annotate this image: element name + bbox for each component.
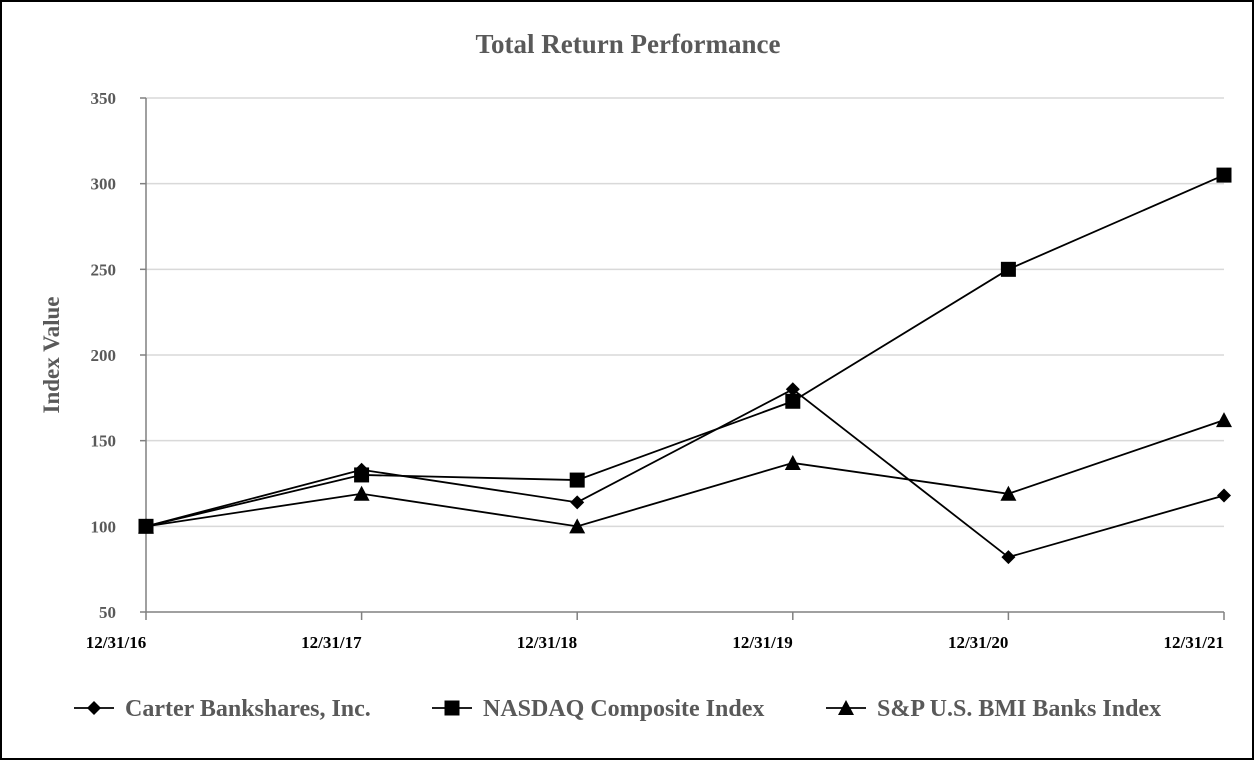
data-point xyxy=(784,454,801,470)
legend-label: NASDAQ Composite Index xyxy=(483,696,764,722)
legend-item: S&P U.S. BMI Banks Index xyxy=(826,696,1161,722)
data-point xyxy=(1001,550,1016,565)
legend-marker xyxy=(838,700,854,715)
series-group xyxy=(138,167,1232,565)
y-tick-labels: 50 100 150 200 250 300 350 xyxy=(91,89,117,622)
data-point xyxy=(1000,261,1016,277)
data-point xyxy=(569,472,585,488)
series-line xyxy=(145,419,1225,528)
y-tick-label: 300 xyxy=(91,175,117,194)
gridlines xyxy=(146,97,1224,528)
x-tick-label: 12/31/17 xyxy=(301,633,362,652)
data-point xyxy=(569,518,586,534)
y-tick-label: 150 xyxy=(91,432,117,451)
x-tick-label: 12/31/21 xyxy=(1164,633,1224,652)
series-3 xyxy=(138,412,1232,534)
x-tick-label: 12/31/16 xyxy=(86,633,146,652)
legend-label: S&P U.S. BMI Banks Index xyxy=(877,696,1161,722)
x-tick-labels: 12/31/16 12/31/17 12/31/18 12/31/19 12/31/20… xyxy=(86,633,1224,652)
legend-marker xyxy=(87,701,101,715)
chart-title: Total Return Performance xyxy=(476,29,781,59)
data-point xyxy=(1216,412,1232,428)
legend: Carter Bankshares, Inc. NASDAQ Composite … xyxy=(74,696,1161,722)
x-tick-label: 12/31/18 xyxy=(517,633,577,652)
data-point xyxy=(785,393,801,409)
series-line xyxy=(145,388,1225,559)
data-point xyxy=(785,382,800,397)
series-line xyxy=(145,174,1225,528)
y-tick-label: 250 xyxy=(91,260,117,279)
data-point xyxy=(353,485,370,501)
series-2 xyxy=(138,167,1232,534)
data-point xyxy=(138,518,154,534)
y-axis-label: Index Value xyxy=(39,297,64,414)
data-point xyxy=(570,495,585,510)
y-tick-label: 100 xyxy=(91,517,117,536)
data-point xyxy=(1217,488,1231,503)
x-tick-label: 12/31/19 xyxy=(732,633,792,652)
x-tick-label: 12/31/20 xyxy=(948,633,1008,652)
y-tick-label: 200 xyxy=(91,346,117,365)
y-tick-label: 50 xyxy=(99,603,116,622)
legend-item: NASDAQ Composite Index xyxy=(432,696,764,722)
legend-marker xyxy=(444,700,460,716)
data-point xyxy=(354,467,370,483)
legend-label: Carter Bankshares, Inc. xyxy=(125,696,371,722)
data-point xyxy=(1216,167,1232,183)
data-point xyxy=(1000,485,1017,501)
y-tick-label: 350 xyxy=(91,89,117,108)
legend-item: Carter Bankshares, Inc. xyxy=(74,696,371,722)
